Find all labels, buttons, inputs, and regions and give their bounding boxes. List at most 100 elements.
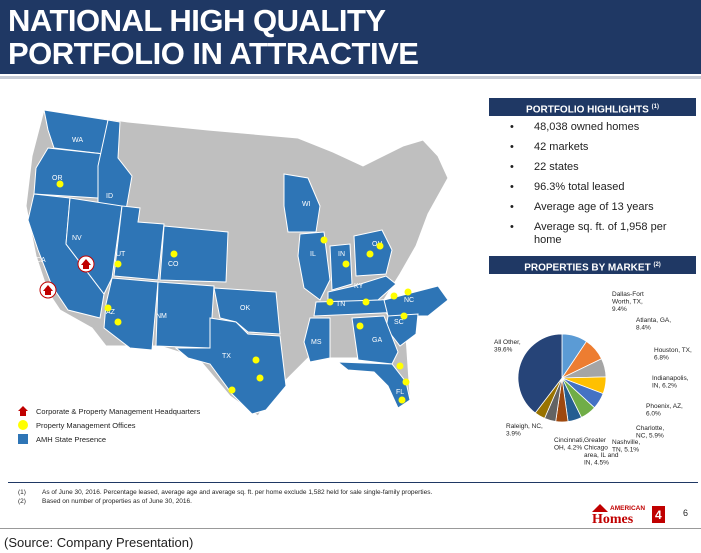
footnotes: (1) As of June 30, 2016. Percentage leas… — [18, 488, 432, 506]
office-dot-icon — [366, 250, 374, 258]
pie-slice-label: Nashville, TN, 5.1% — [612, 439, 640, 454]
list-item: • 48,038 owned homes — [510, 121, 640, 133]
state-label: TN — [336, 301, 345, 308]
state-label: TX — [222, 353, 231, 360]
house-icon — [16, 405, 30, 417]
state-label: ID — [106, 193, 113, 200]
state-label: OK — [240, 305, 250, 312]
office-dot-icon — [396, 362, 404, 370]
state-id — [97, 119, 133, 211]
pie-slice-label: Houston, TX, 6.8% — [654, 347, 692, 362]
office-dot-icon — [56, 180, 64, 188]
source-note: (Source: Company Presentation) — [4, 535, 194, 550]
properties-by-market-footnote-ref: (2) — [653, 262, 661, 268]
state-ms — [303, 317, 331, 363]
office-dot-icon — [356, 322, 364, 330]
properties-by-market-pie-chart: Dallas-Fort Worth, TX, 9.4% Atlanta, GA, 8.4… — [494, 291, 692, 467]
office-dot-icon — [342, 260, 350, 268]
office-dot-icon — [256, 374, 264, 382]
state-label: OR — [52, 175, 63, 182]
state-il — [297, 231, 331, 301]
state-nv — [65, 197, 123, 295]
portfolio-highlights-footnote-ref: (1) — [651, 104, 659, 110]
office-dot-icon — [228, 386, 236, 394]
state-label: MS — [311, 339, 322, 346]
pie-slice-label: Indianapolis, IN, 6.2% — [652, 375, 689, 390]
pie-slice-label: Cincinnati, OH, 4.2% — [554, 437, 585, 452]
map-legend: Corporate & Property Management Headquar… — [16, 404, 236, 446]
state-labels: WA OR ID NV CA UT CO AZ NM OK TX WI IL I… — [36, 137, 414, 396]
office-dot-icon — [114, 260, 122, 268]
state-label: UT — [116, 251, 126, 258]
office-dot-icon — [326, 298, 334, 306]
footnote: (2) Based on number of properties as of … — [18, 498, 192, 505]
office-dot-icon — [114, 318, 122, 326]
pie-slice-label: Raleigh, NC, 3.9% — [506, 423, 543, 438]
properties-by-market-heading: PROPERTIES BY MARKET (2) — [489, 256, 696, 274]
state-label: NV — [72, 235, 82, 242]
office-dot-icon — [402, 378, 410, 386]
portfolio-highlights-list: • 48,038 owned homes • 42 markets • 22 stat… — [508, 121, 688, 254]
state-label: FL — [396, 389, 404, 396]
svg-text:AMERICAN: AMERICAN — [610, 505, 645, 512]
state-label: WA — [72, 137, 83, 144]
pie-slice-label: Charlotte, NC, 5.9% — [636, 425, 664, 440]
state-label: IN — [338, 251, 345, 258]
list-item: • 42 markets — [510, 141, 589, 153]
hq-markers — [39, 255, 95, 299]
office-dot-icon — [320, 236, 328, 244]
list-item: • 96.3% total leased — [510, 181, 625, 193]
list-item: • Average sq. ft. of 1,958 per home — [510, 221, 667, 246]
state-label: IL — [310, 251, 316, 258]
office-dot-icon — [104, 304, 112, 312]
american-homes-4-rent-logo: AMERICAN Homes 4 — [592, 504, 665, 526]
state-label: NC — [404, 297, 414, 304]
legend-item: AMH State Presence — [16, 432, 236, 446]
page-number: 6 — [683, 508, 689, 518]
blue-square-icon — [16, 433, 30, 445]
state-co — [159, 225, 229, 283]
page-title: NATIONAL HIGH QUALITY PORTFOLIO IN ATTRA… — [8, 3, 419, 104]
portfolio-highlights-heading: PORTFOLIO HIGHLIGHTS (1) — [489, 98, 696, 116]
svg-text:4: 4 — [655, 508, 662, 522]
office-dot-icon — [398, 396, 406, 404]
footer-divider — [8, 482, 698, 483]
state-label: CO — [168, 261, 179, 268]
pie-slice-label: Dallas-Fort Worth, TX, 9.4% — [612, 291, 644, 313]
house-icon — [39, 281, 57, 299]
state-wi — [283, 173, 321, 233]
pie-slice-label: Greater Chicago area, IL and IN, 4.5% — [584, 437, 619, 467]
office-dot-icon — [170, 250, 178, 258]
office-dot-icon — [252, 356, 260, 364]
state-label: GA — [372, 337, 382, 344]
office-dot-icon — [362, 298, 370, 306]
office-markers — [56, 180, 412, 404]
yellow-dot-icon — [16, 419, 30, 431]
pie-slice-label: Phoenix, AZ, 6.0% — [646, 403, 683, 418]
office-dot-icon — [376, 242, 384, 250]
list-item: • Average age of 13 years — [510, 201, 654, 213]
state-ga — [351, 315, 399, 365]
legend-label: AMH State Presence — [36, 434, 107, 444]
svg-text:Homes: Homes — [592, 512, 634, 526]
us-portfolio-map: WA OR ID NV CA UT CO AZ NM OK TX WI IL I… — [25, 109, 449, 417]
state-wa — [43, 109, 109, 155]
state-label: AZ — [106, 309, 116, 316]
legend-label: Property Management Offices — [36, 420, 136, 430]
state-in — [329, 243, 353, 291]
pie-slice — [517, 333, 563, 414]
state-label: NM — [156, 313, 167, 320]
state-tx — [174, 317, 287, 415]
footnote: (1) As of June 30, 2016. Percentage leas… — [18, 489, 433, 496]
legend-label: Corporate & Property Management Headquar… — [36, 406, 201, 416]
state-label: SC — [394, 319, 404, 326]
office-dot-icon — [404, 288, 412, 296]
legend-item: Corporate & Property Management Headquar… — [16, 404, 236, 418]
legend-item: Property Management Offices — [16, 418, 236, 432]
state-label: WI — [302, 201, 311, 208]
header-divider — [0, 76, 701, 79]
list-item: • 22 states — [510, 161, 579, 173]
office-dot-icon — [400, 312, 408, 320]
state-label: CA — [36, 257, 46, 264]
state-ok — [213, 287, 281, 335]
